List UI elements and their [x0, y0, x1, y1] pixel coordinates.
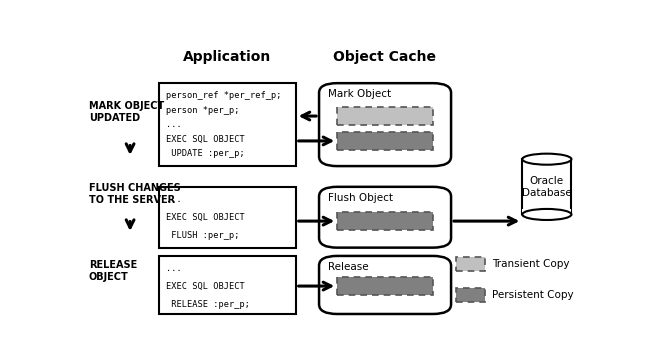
- Text: ...: ...: [166, 195, 182, 204]
- Ellipse shape: [522, 154, 571, 165]
- Text: EXEC SQL OBJECT: EXEC SQL OBJECT: [166, 213, 245, 222]
- Text: FLUSH :per_p;: FLUSH :per_p;: [166, 231, 240, 240]
- Text: FLUSH CHANGES
TO THE SERVER: FLUSH CHANGES TO THE SERVER: [89, 183, 180, 205]
- Text: UPDATE :per_p;: UPDATE :per_p;: [166, 149, 245, 158]
- Text: EXEC SQL OBJECT: EXEC SQL OBJECT: [166, 135, 245, 144]
- Ellipse shape: [522, 209, 571, 220]
- FancyBboxPatch shape: [319, 83, 451, 166]
- Bar: [456, 257, 485, 271]
- Text: person *per_p;: person *per_p;: [166, 106, 240, 115]
- Text: Release: Release: [329, 262, 369, 272]
- Text: Application: Application: [183, 50, 272, 64]
- Text: Persistent Copy: Persistent Copy: [492, 290, 574, 300]
- Bar: [158, 256, 296, 314]
- Text: Flush Object: Flush Object: [329, 193, 393, 203]
- Text: Oracle
Database: Oracle Database: [522, 176, 572, 197]
- Bar: [522, 209, 571, 214]
- FancyBboxPatch shape: [319, 256, 451, 314]
- Bar: [337, 131, 433, 150]
- Bar: [337, 107, 433, 125]
- Text: Object Cache: Object Cache: [333, 50, 436, 64]
- Text: Mark Object: Mark Object: [329, 89, 391, 99]
- Text: ...: ...: [166, 120, 182, 129]
- Text: ...: ...: [166, 264, 182, 273]
- Text: Transient Copy: Transient Copy: [492, 259, 570, 269]
- Text: RELEASE :per_p;: RELEASE :per_p;: [166, 300, 250, 309]
- Text: RELEASE
OBJECT: RELEASE OBJECT: [89, 260, 137, 282]
- FancyBboxPatch shape: [319, 187, 451, 248]
- Bar: [337, 212, 433, 230]
- Text: person_ref *per_ref_p;: person_ref *per_ref_p;: [166, 92, 282, 101]
- Text: MARK OBJECT
UPDATED: MARK OBJECT UPDATED: [89, 101, 164, 123]
- Bar: [522, 159, 571, 214]
- Bar: [158, 187, 296, 248]
- Bar: [337, 277, 433, 295]
- Text: EXEC SQL OBJECT: EXEC SQL OBJECT: [166, 282, 245, 291]
- Bar: [158, 83, 296, 166]
- Bar: [456, 288, 485, 302]
